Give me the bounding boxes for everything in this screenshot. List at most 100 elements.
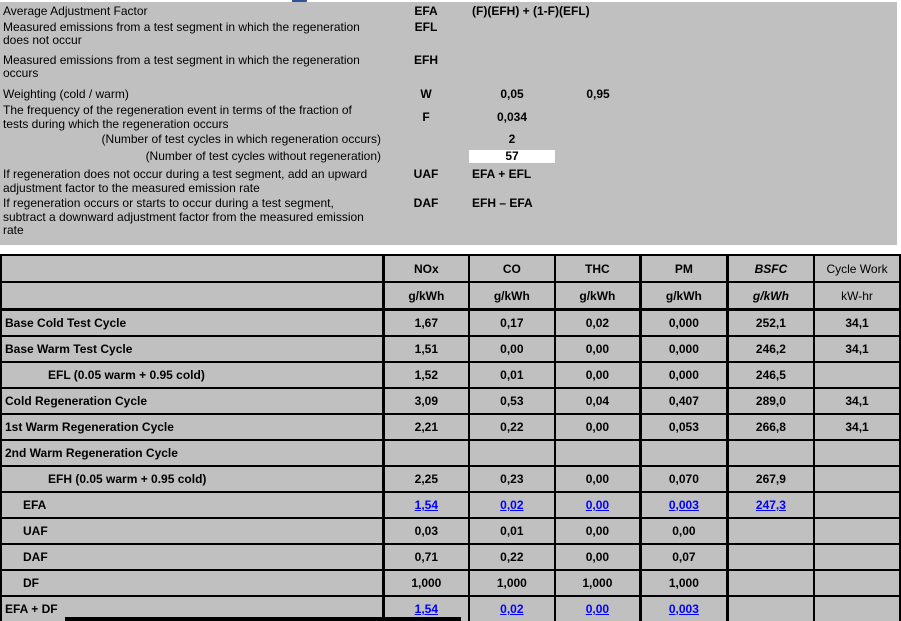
cell-value: 3,09 <box>382 387 470 415</box>
cell-value: 0,00 <box>553 517 642 545</box>
cell-value: 34,1 <box>813 308 901 337</box>
cell-value: 0,17 <box>467 308 556 337</box>
label-column-units <box>0 281 385 311</box>
cell-value: 0,00 <box>467 335 556 363</box>
cell-value <box>382 439 470 467</box>
row-label: UAF <box>0 517 385 545</box>
cell-value: 0,00 <box>553 465 642 493</box>
table-row-efl: EFL (0.05 warm + 0.95 cold) 1,52 0,01 0,… <box>0 361 901 389</box>
cell-value: 0,53 <box>467 387 556 415</box>
label-column-header <box>0 254 385 283</box>
cell-value: 1,67 <box>382 308 470 337</box>
efa-nox-link[interactable]: 1,54 <box>382 491 470 519</box>
cell-value: 0,22 <box>467 543 556 571</box>
cell-value <box>813 517 901 545</box>
unit-header: kW-hr <box>813 281 901 311</box>
cell-value: 252,1 <box>726 308 816 337</box>
cell-value: 266,8 <box>726 413 816 441</box>
efa-df-thc-link[interactable]: 0,00 <box>553 595 642 621</box>
cell-value: 1,51 <box>382 335 470 363</box>
efa-df-nox-link[interactable]: 1,54 <box>382 595 470 621</box>
definition-row-efl: Measured emissions from a test segment i… <box>0 19 897 48</box>
cell-value: 34,1 <box>813 335 901 363</box>
cell-value: 0,00 <box>553 335 642 363</box>
row-label: 2nd Warm Regeneration Cycle <box>0 439 385 467</box>
definitions-panel: Average Adjustment Factor EFA (F)(EFH) +… <box>0 2 897 245</box>
table-row-2nd-warm-regen: 2nd Warm Regeneration Cycle <box>0 439 901 467</box>
efa-pm-link[interactable]: 0,003 <box>639 491 729 519</box>
row-label: Base Cold Test Cycle <box>0 308 385 337</box>
efa-df-co-link[interactable]: 0,02 <box>467 595 556 621</box>
formula-text: EFA + EFL <box>472 167 532 181</box>
definition-row-frequency: The frequency of the regeneration event … <box>0 103 897 131</box>
table-row-cold-regen: Cold Regeneration Cycle 3,09 0,53 0,04 0… <box>0 387 901 415</box>
cell-value: 0,01 <box>467 361 556 389</box>
unit-header: g/kWh <box>639 281 729 311</box>
cell-value: 0,000 <box>639 361 729 389</box>
cell-value: 2,25 <box>382 465 470 493</box>
table-row-daf: DAF 0,71 0,22 0,00 0,07 <box>0 543 901 571</box>
cell-value <box>813 361 901 389</box>
column-header-cycle-work: Cycle Work <box>813 254 901 283</box>
unit-header: g/kWh <box>553 281 642 311</box>
cell-value: 267,9 <box>726 465 816 493</box>
cell-value: 0,00 <box>553 543 642 571</box>
symbol-label: DAF <box>413 196 439 210</box>
cell-value: 246,2 <box>726 335 816 363</box>
symbol-label: EFA <box>414 4 438 18</box>
formula-text: EFH – EFA <box>472 196 533 210</box>
cell-value <box>553 439 642 467</box>
symbol-label: UAF <box>413 167 439 181</box>
cell-value: 34,1 <box>813 387 901 415</box>
definition-text: The frequency of the regeneration event … <box>3 103 352 131</box>
symbol-label: EFL <box>414 19 438 34</box>
cell-value: 0,00 <box>639 517 729 545</box>
definition-text: Weighting (cold / warm) <box>3 86 129 101</box>
cell-value <box>467 439 556 467</box>
efa-co-link[interactable]: 0,02 <box>467 491 556 519</box>
row-label: DAF <box>0 543 385 571</box>
table-row-efh: EFH (0.05 warm + 0.95 cold) 2,25 0,23 0,… <box>0 465 901 493</box>
row-label: EFH (0.05 warm + 0.95 cold) <box>0 465 385 493</box>
definition-text: If regeneration occurs or starts to occu… <box>3 196 364 237</box>
definition-row-efa: Average Adjustment Factor EFA (F)(EFH) +… <box>0 4 897 19</box>
weighting-warm-value: 0,95 <box>586 86 610 101</box>
column-header-co: CO <box>467 254 556 283</box>
cell-value: 0,00 <box>553 413 642 441</box>
cell-value: 0,407 <box>639 387 729 415</box>
efa-bsfc-link[interactable]: 247,3 <box>726 491 816 519</box>
definition-row-daf: If regeneration occurs or starts to occu… <box>0 196 897 238</box>
cell-value: 0,000 <box>639 308 729 337</box>
column-header-thc: THC <box>553 254 642 283</box>
cell-value: 0,070 <box>639 465 729 493</box>
clipped-next-element-bar <box>65 617 461 621</box>
cell-value: 34,1 <box>813 413 901 441</box>
definition-text: If regeneration does not occur during a … <box>3 167 368 195</box>
table-row-efa-plus-df: EFA + DF 1,54 0,02 0,00 0,003 <box>0 595 901 621</box>
cell-value: 0,000 <box>639 335 729 363</box>
emissions-results-table: NOx CO THC PM BSFC Cycle Work g/kWh g/kW… <box>0 254 901 621</box>
efa-thc-link[interactable]: 0,00 <box>553 491 642 519</box>
table-row-efa: EFA 1,54 0,02 0,00 0,003 247,3 <box>0 491 901 519</box>
cell-value: 1,000 <box>382 569 470 597</box>
definition-row-cycles-without-regen: (Number of test cycles without regenerat… <box>0 149 897 163</box>
row-label: Cold Regeneration Cycle <box>0 387 385 415</box>
cell-value: 1,000 <box>553 569 642 597</box>
cell-value: 0,03 <box>382 517 470 545</box>
cell-value: 1,52 <box>382 361 470 389</box>
cell-value: 0,22 <box>467 413 556 441</box>
cell-value <box>813 569 901 597</box>
definition-text: Measured emissions from a test segment i… <box>3 52 360 80</box>
cell-value <box>726 517 816 545</box>
table-row-1st-warm-regen: 1st Warm Regeneration Cycle 2,21 0,22 0,… <box>0 413 901 441</box>
table-row-df: DF 1,000 1,000 1,000 1,000 <box>0 569 901 597</box>
unit-header: g/kWh <box>467 281 556 311</box>
row-label: EFL (0.05 warm + 0.95 cold) <box>0 361 385 389</box>
cell-value: 1,000 <box>467 569 556 597</box>
definition-text: Measured emissions from a test segment i… <box>3 19 360 47</box>
row-label: EFA <box>0 491 385 519</box>
efa-df-pm-link[interactable]: 0,003 <box>639 595 729 621</box>
row-label: EFA + DF <box>0 595 385 621</box>
definition-row-efh: Measured emissions from a test segment i… <box>0 52 897 81</box>
